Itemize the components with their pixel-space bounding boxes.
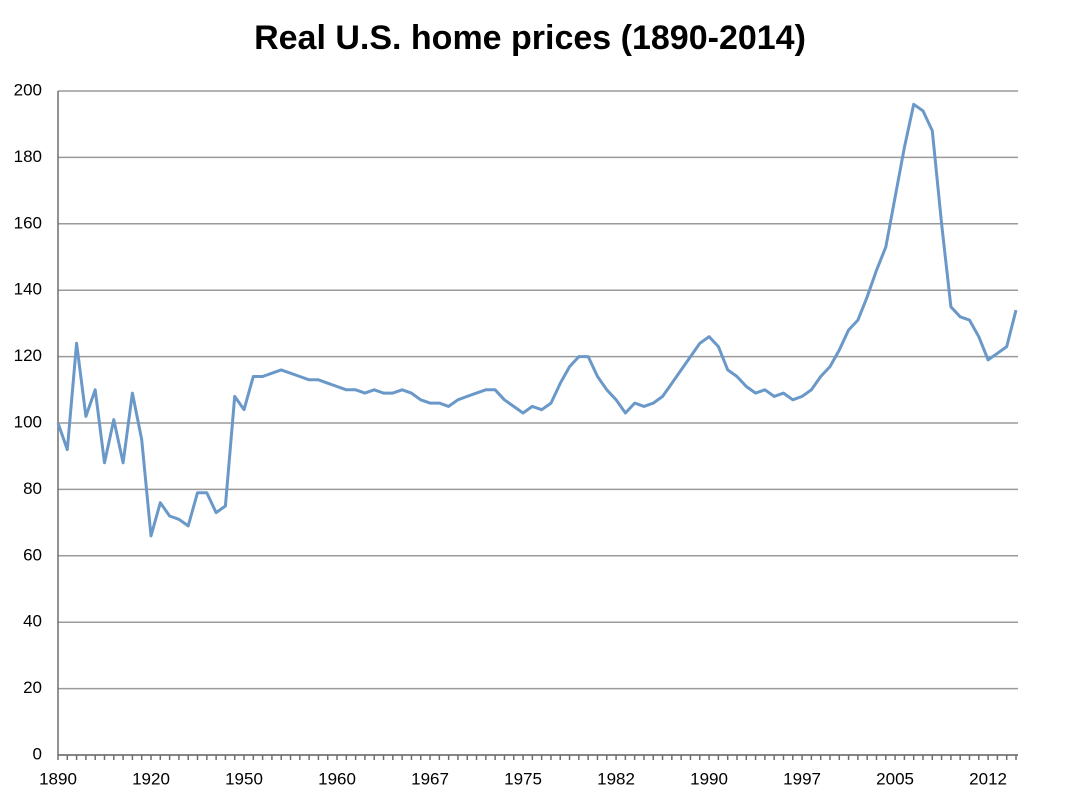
y-tick-label: 40	[23, 612, 42, 631]
y-tick-label: 80	[23, 479, 42, 498]
y-tick-label: 60	[23, 545, 42, 564]
y-tick-label: 140	[14, 280, 42, 299]
y-tick-label: 120	[14, 346, 42, 365]
y-tick-label: 100	[14, 412, 42, 431]
y-tick-label: 20	[23, 678, 42, 697]
x-tick-label: 2005	[876, 769, 914, 788]
x-tick-label: 1997	[783, 769, 821, 788]
y-tick-label: 160	[14, 213, 42, 232]
x-tick-label: 1990	[690, 769, 728, 788]
x-tick-label: 1975	[504, 769, 542, 788]
x-tick-label: 1967	[411, 769, 449, 788]
y-tick-label: 180	[14, 147, 42, 166]
x-tick-label: 1960	[318, 769, 356, 788]
data-line	[56, 102, 1018, 538]
chart-title: Real U.S. home prices (1890-2014)	[254, 19, 806, 57]
y-tick-label: 200	[14, 80, 42, 99]
x-tick-label: 1982	[597, 769, 635, 788]
x-tick-label: 1950	[225, 769, 263, 788]
y-tick-label: 0	[33, 744, 42, 763]
x-tick-label: 1890	[39, 769, 77, 788]
x-tick-label: 1920	[132, 769, 170, 788]
x-tick-label: 2012	[969, 769, 1007, 788]
